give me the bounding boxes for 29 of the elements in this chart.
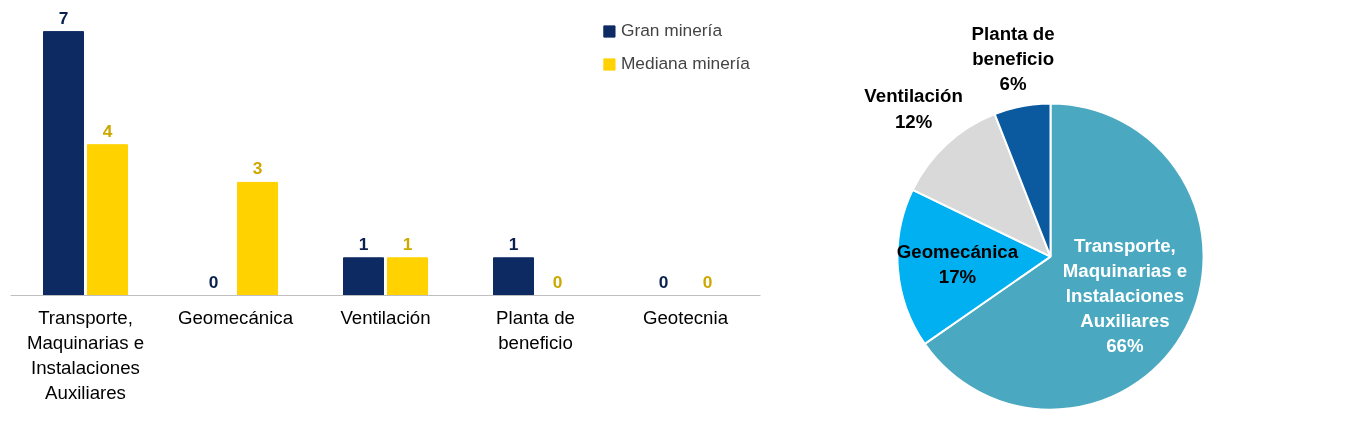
data-label: 1	[508, 233, 519, 254]
data-label: 0	[702, 271, 713, 292]
bar	[343, 257, 384, 296]
x-tick-label: Geomecánica	[177, 306, 294, 328]
bar	[237, 181, 278, 296]
data-label: 3	[252, 158, 263, 179]
data-label: 6%	[999, 73, 1027, 95]
x-tick-label: Transporte, Maquinarias e Instalaciones Auxiliares	[26, 306, 145, 404]
data-label: 7	[58, 7, 69, 28]
data-label: 17%	[938, 265, 977, 287]
bar	[493, 257, 534, 296]
bar	[387, 257, 428, 296]
x-tick-label: Planta de beneficio	[496, 306, 575, 353]
data-label: 0	[658, 271, 669, 292]
bar	[87, 144, 128, 296]
legend-label: Mediana minería	[620, 53, 750, 74]
slice-label: Ventilación	[864, 85, 963, 107]
data-label: 1	[358, 233, 369, 254]
bar	[43, 31, 84, 296]
data-label: 4	[102, 120, 113, 141]
slice-label: Planta de beneficio	[971, 22, 1055, 69]
legend-label: Gran minería	[620, 20, 723, 41]
data-label: 0	[552, 271, 563, 292]
data-label: 66%	[1106, 335, 1145, 357]
x-tick-label: Ventilación	[340, 306, 431, 328]
x-tick-label: Geotecnia	[642, 306, 729, 328]
data-label: 12%	[894, 110, 933, 132]
data-label: 0	[208, 271, 219, 292]
data-label: 1	[402, 233, 413, 254]
